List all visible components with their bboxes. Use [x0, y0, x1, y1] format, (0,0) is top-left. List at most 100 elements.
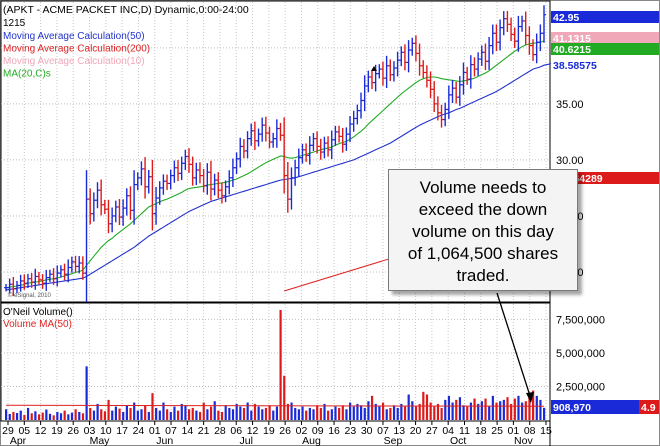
- day-tick-label: 20: [410, 425, 422, 437]
- volume-bar: [510, 403, 513, 420]
- day-tick-label: 04: [442, 425, 454, 437]
- volume-bar: [140, 409, 143, 420]
- month-tick-label: Jun: [156, 435, 173, 446]
- svg-text:40.6215: 40.6215: [553, 44, 591, 56]
- price-bar: [542, 5, 546, 43]
- volume-bar: [133, 402, 136, 420]
- volume-bar: [213, 401, 216, 420]
- volume-bar: [488, 406, 491, 420]
- day-tick-label: 19: [51, 425, 63, 437]
- volume-legend-entry: Volume MA(50): [3, 319, 72, 330]
- volume-ma-series: [5, 404, 545, 407]
- volume-bar: [363, 407, 366, 420]
- volume-bar: [455, 399, 458, 420]
- volume-bar: [458, 397, 462, 420]
- volume-bar: [125, 405, 128, 420]
- month-tick-label: Apr: [10, 435, 27, 446]
- callout-arrow: [496, 292, 532, 400]
- chart-code: 1215: [3, 18, 26, 29]
- volume-bar: [195, 410, 198, 420]
- volume-bar: [352, 406, 355, 420]
- volume-legend-entry: O'Neil Volume(): [3, 307, 73, 318]
- volume-bar: [378, 406, 381, 420]
- ma50-series: [5, 63, 552, 291]
- callout-line-2: exceed the down: [418, 200, 548, 219]
- volume-bar: [114, 406, 117, 420]
- month-tick-label: Jul: [240, 435, 253, 446]
- volume-bar: [349, 402, 352, 420]
- month-tick-label: Oct: [450, 435, 466, 446]
- volume-bar: [330, 409, 333, 420]
- volume-bar: [96, 403, 99, 420]
- volume-bar: [327, 410, 330, 420]
- callout-line-5: traded.: [456, 266, 510, 285]
- volume-bar: [513, 398, 516, 420]
- price-legend: Moving Average Calculation(50) Moving Ave…: [3, 31, 150, 80]
- volume-bar: [451, 402, 454, 420]
- day-tick-label: 14: [181, 425, 193, 437]
- price-tag: 40.6215: [551, 43, 659, 56]
- volume-bar: [491, 395, 494, 420]
- volume-bar: [151, 393, 154, 420]
- price-legend-entry: Moving Average Calculation(200): [3, 44, 150, 55]
- volume-bar: [129, 407, 132, 420]
- volume-bar: [283, 375, 286, 420]
- volume-bar: [385, 409, 388, 420]
- volume-bar: [63, 410, 66, 420]
- volume-bar: [480, 401, 483, 420]
- volume-bar: [323, 403, 326, 420]
- day-tick-label: 06: [230, 425, 242, 437]
- volume-bar: [264, 407, 268, 420]
- day-tick-label: 28: [214, 425, 226, 437]
- volume-bar: [220, 411, 224, 420]
- volume-bar: [187, 409, 191, 420]
- volume-bar: [272, 410, 275, 420]
- volume-bar: [294, 407, 297, 420]
- volume-bar: [15, 413, 19, 420]
- day-tick-label: 07: [377, 425, 389, 437]
- volume-bar: [389, 407, 392, 420]
- month-tick-label: Nov: [514, 435, 533, 446]
- volume-bar: [360, 405, 363, 420]
- volume-bar: [418, 403, 421, 420]
- day-tick-label: 09: [312, 425, 324, 437]
- ma200-series: [284, 253, 406, 292]
- volume-bar: [279, 310, 282, 420]
- volume-bar: [147, 411, 150, 420]
- volume-bars: [5, 310, 546, 420]
- axis-labels: 20.0025.0030.0035.0040.002,500,0005,000,…: [2, 43, 605, 446]
- volume-bar: [341, 405, 344, 420]
- volume-bar: [12, 411, 15, 420]
- volume-bar: [370, 395, 374, 420]
- volume-bar: [517, 395, 520, 420]
- chart-title: (APKT - ACME PACKET INC,D) Dynamic,0:00-…: [3, 4, 249, 16]
- volume-bar: [67, 414, 70, 420]
- volume-bar: [231, 409, 235, 420]
- volume-bar: [224, 405, 227, 420]
- volume-bar: [56, 411, 59, 420]
- volume-bar: [521, 402, 524, 420]
- volume-bar: [41, 412, 44, 420]
- volume-bar: [111, 410, 114, 420]
- volume-bar: [316, 405, 319, 420]
- month-tick-label: Sep: [384, 435, 403, 446]
- volume-bar: [484, 398, 487, 420]
- marker-triangle-icon: [371, 66, 377, 71]
- price-tag: 41.1315: [551, 32, 659, 45]
- price-tick-label: 30.00: [556, 155, 584, 167]
- day-tick-label: 02: [296, 425, 308, 437]
- volume-bar: [5, 409, 8, 420]
- volume-bar: [338, 407, 341, 420]
- day-tick-label: 01: [508, 425, 520, 437]
- day-tick-label: 18: [475, 425, 487, 437]
- svg-text:4.9: 4.9: [641, 402, 656, 414]
- day-tick-label: 01: [149, 425, 161, 437]
- volume-bar: [100, 409, 103, 420]
- volume-tick-label: 2,500,000: [556, 381, 605, 393]
- volume-bar: [92, 410, 96, 420]
- volume-bar: [495, 402, 498, 420]
- price-tag: 38.58575: [551, 59, 659, 72]
- volume-bar: [166, 409, 169, 420]
- volume-bar: [122, 411, 125, 420]
